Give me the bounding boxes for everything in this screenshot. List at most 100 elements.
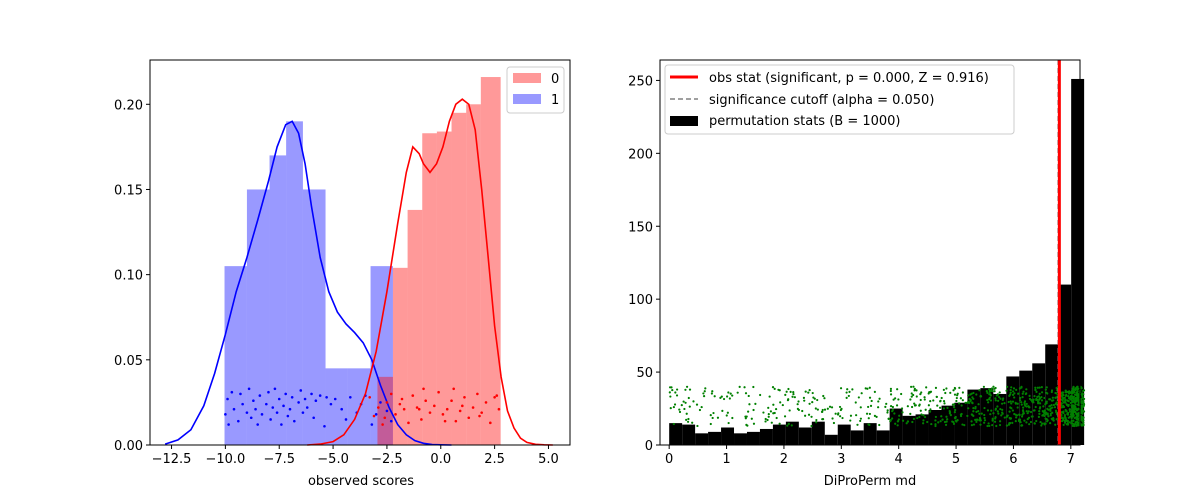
permutation-point bbox=[877, 406, 880, 409]
permutation-point bbox=[1080, 424, 1083, 427]
permutation-point bbox=[889, 387, 893, 390]
permutation-point bbox=[811, 391, 814, 395]
permutation-point bbox=[1029, 420, 1033, 424]
right-y-tick-label: 150 bbox=[628, 220, 653, 235]
rug-point-red bbox=[381, 423, 384, 426]
right-legend: obs stat (significant, p = 0.000, Z = 0.… bbox=[664, 64, 1015, 135]
permutation-point bbox=[960, 404, 963, 407]
left-x-tick-label: −12.5 bbox=[152, 452, 192, 467]
permutation-point bbox=[916, 416, 919, 420]
permutation-point bbox=[1038, 392, 1041, 395]
permutation-point bbox=[772, 403, 775, 406]
rug-point-blue bbox=[385, 409, 389, 413]
permutation-point bbox=[1076, 385, 1079, 388]
permutation-point bbox=[943, 420, 947, 424]
permutation-point bbox=[1014, 401, 1017, 404]
permutation-point bbox=[722, 397, 726, 401]
permutation-point bbox=[1064, 389, 1067, 392]
rug-point-red bbox=[368, 396, 371, 399]
permutation-point bbox=[955, 396, 958, 400]
permutation-point bbox=[726, 411, 729, 414]
permutation-point bbox=[975, 420, 978, 424]
permutation-point bbox=[1046, 392, 1049, 395]
permutation-point bbox=[1009, 391, 1012, 394]
permutation-bar bbox=[1045, 344, 1059, 445]
permutation-point bbox=[1069, 410, 1072, 413]
rug-point-red bbox=[489, 421, 492, 425]
legend-swatch-1 bbox=[513, 94, 541, 104]
permutation-point bbox=[912, 417, 916, 421]
permutation-point bbox=[1074, 393, 1077, 396]
rug-point-blue bbox=[318, 394, 322, 397]
permutation-point bbox=[1044, 388, 1047, 391]
permutation-point bbox=[913, 387, 916, 390]
histogram-bar-blue bbox=[370, 266, 393, 445]
rug-point-blue bbox=[299, 389, 303, 392]
permutation-point bbox=[823, 397, 826, 400]
permutation-point bbox=[1021, 413, 1024, 416]
permutation-point bbox=[935, 395, 938, 398]
permutation-point bbox=[775, 416, 778, 420]
permutation-point bbox=[1051, 396, 1054, 399]
permutation-point bbox=[1065, 410, 1068, 413]
permutation-point bbox=[901, 419, 905, 422]
permutation-point bbox=[1074, 401, 1077, 404]
permutation-point bbox=[750, 417, 753, 420]
permutation-point bbox=[922, 414, 925, 417]
permutation-point bbox=[1070, 417, 1073, 420]
permutation-point bbox=[864, 387, 867, 390]
permutation-point bbox=[803, 399, 806, 402]
right-y-tick-label: 0 bbox=[645, 439, 653, 454]
permutation-point bbox=[868, 386, 871, 389]
permutation-point bbox=[1040, 391, 1044, 394]
left-x-tick-label: −10.0 bbox=[205, 452, 245, 467]
permutation-point bbox=[688, 388, 692, 391]
permutation-bar bbox=[798, 427, 812, 445]
permutation-point bbox=[1041, 422, 1044, 425]
permutation-point bbox=[894, 397, 897, 400]
permutation-point bbox=[1010, 386, 1013, 389]
permutation-point bbox=[1062, 423, 1065, 427]
permutation-point bbox=[822, 394, 825, 398]
permutation-point bbox=[804, 414, 807, 417]
permutation-point bbox=[1070, 404, 1073, 407]
permutation-point bbox=[1082, 416, 1085, 419]
right-y-tick-label: 100 bbox=[628, 293, 653, 308]
permutation-point bbox=[688, 405, 691, 408]
permutation-point bbox=[752, 385, 755, 389]
permutation-point bbox=[1035, 419, 1038, 423]
permutation-point bbox=[815, 418, 818, 422]
permutation-point bbox=[1073, 423, 1076, 426]
rug-point-blue bbox=[265, 402, 268, 406]
permutation-point bbox=[1081, 409, 1084, 412]
permutation-point bbox=[1072, 397, 1075, 400]
rug-point-red bbox=[461, 404, 464, 408]
permutation-point bbox=[1020, 415, 1024, 418]
permutation-point bbox=[748, 403, 751, 406]
permutation-point bbox=[987, 398, 991, 401]
histogram-bar-red bbox=[377, 376, 393, 445]
permutation-bar bbox=[734, 433, 747, 445]
permutation-point bbox=[1080, 407, 1083, 410]
rug-point-blue bbox=[226, 397, 229, 401]
permutation-point bbox=[676, 388, 679, 391]
permutation-point bbox=[993, 387, 996, 390]
permutation-point bbox=[1081, 418, 1084, 422]
rug-point-blue bbox=[303, 397, 307, 401]
permutation-point bbox=[901, 411, 904, 414]
permutation-point bbox=[764, 417, 767, 421]
permutation-point bbox=[929, 390, 933, 393]
permutation-point bbox=[1029, 410, 1033, 414]
permutation-point bbox=[720, 395, 723, 398]
permutation-point bbox=[1065, 403, 1068, 406]
permutation-point bbox=[796, 403, 799, 406]
permutation-point bbox=[923, 415, 927, 419]
left-legend-box bbox=[506, 66, 565, 114]
permutation-point bbox=[1038, 386, 1041, 389]
permutation-point bbox=[807, 391, 810, 394]
permutation-bar bbox=[850, 430, 864, 445]
rug-point-red bbox=[424, 399, 427, 403]
rug-point-red bbox=[437, 390, 440, 394]
rug-point-blue bbox=[247, 387, 251, 391]
permutation-point bbox=[959, 397, 962, 400]
